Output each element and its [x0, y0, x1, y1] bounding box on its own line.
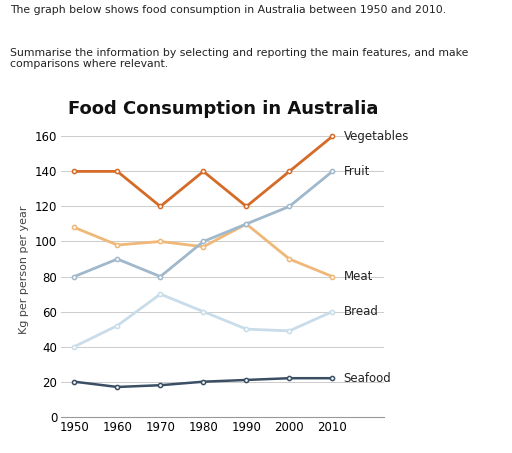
Text: The graph below shows food consumption in Australia between 1950 and 2010.: The graph below shows food consumption i… [10, 5, 446, 15]
Text: Summarise the information by selecting and reporting the main features, and make: Summarise the information by selecting a… [10, 48, 468, 69]
Text: Bread: Bread [344, 305, 378, 318]
Title: Food Consumption in Australia: Food Consumption in Australia [68, 100, 378, 118]
Text: Vegetables: Vegetables [344, 130, 409, 143]
Y-axis label: Kg per person per year: Kg per person per year [19, 205, 29, 334]
Text: Fruit: Fruit [344, 165, 370, 178]
Text: Seafood: Seafood [344, 372, 391, 385]
Text: Meat: Meat [344, 270, 373, 283]
